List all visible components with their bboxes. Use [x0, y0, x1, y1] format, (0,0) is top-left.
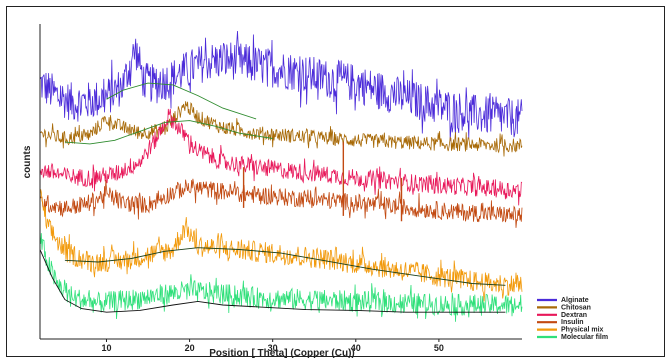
- x-tick-label: 20: [185, 343, 195, 353]
- series-chitosan: [39, 101, 523, 157]
- series-molecular-film: [39, 233, 523, 322]
- series-physical-mix: [39, 189, 523, 302]
- legend-label-insulin: Insulin: [561, 319, 584, 326]
- x-tick-label: 10: [101, 343, 111, 353]
- axes: [39, 24, 522, 340]
- fit-curve-chitosan: [64, 120, 273, 145]
- y-axis-label: counts: [22, 145, 33, 178]
- fit-curve-molecular-film: [39, 249, 506, 313]
- x-tick-label: 50: [434, 343, 444, 353]
- series-insulin: [39, 178, 523, 228]
- legend-label-molecular-film: Molecular film: [561, 334, 608, 341]
- legend-label-physical-mix: Physical mix: [561, 327, 604, 334]
- x-axis-label: Position [ Theta] (Copper (Cu)): [209, 348, 355, 359]
- series-alginate: [39, 30, 523, 142]
- series-dextran: [39, 108, 523, 206]
- x-ticks: 10 20 30 40 50: [101, 339, 444, 353]
- legend-label-dextran: Dextran: [561, 312, 587, 319]
- legend-label-alginate: Alginate: [561, 297, 589, 304]
- x-tick-label: 30: [268, 343, 278, 353]
- x-tick-label: 40: [351, 343, 361, 353]
- legend-label-chitosan: Chitosan: [561, 304, 591, 311]
- fit-curve-physical-mix: [64, 247, 506, 286]
- fit-curve-alginate: [106, 82, 257, 120]
- plot-area: [39, 30, 523, 322]
